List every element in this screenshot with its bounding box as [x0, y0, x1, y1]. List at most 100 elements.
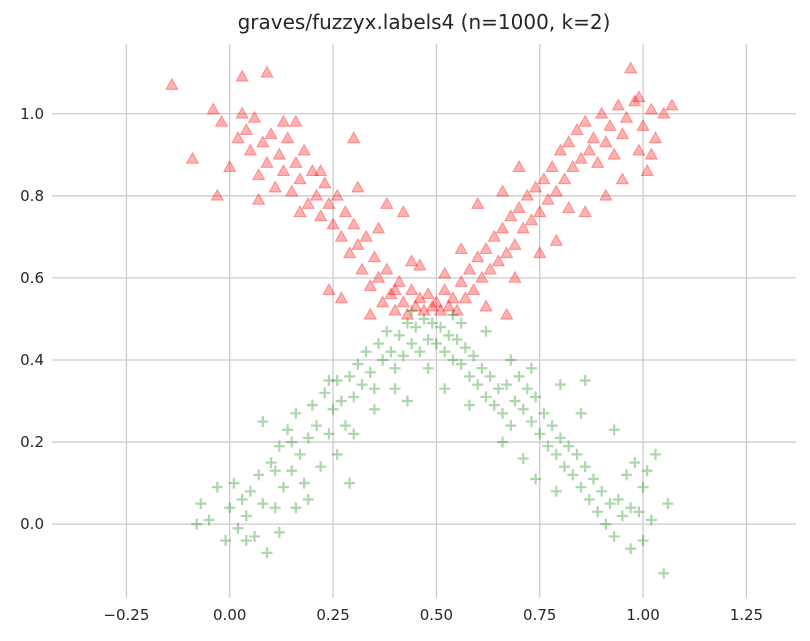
triangle-point [342, 246, 357, 259]
triangle-point [334, 291, 349, 304]
triangle-point [561, 135, 576, 148]
plus-point [521, 383, 533, 395]
plus-point [497, 436, 509, 448]
triangle-point [392, 274, 406, 287]
triangle-point [557, 172, 572, 185]
triangle-point [470, 250, 485, 263]
grid-layer [52, 44, 796, 598]
plus-point [505, 420, 517, 432]
plus-point [368, 403, 380, 415]
triangle-point [611, 98, 626, 111]
triangle-point [491, 254, 506, 267]
plus-point [468, 350, 480, 362]
triangle-point [185, 151, 200, 164]
triangle-point [264, 127, 278, 140]
plus-point [550, 485, 562, 497]
plus-point [302, 494, 314, 506]
triangle-point [206, 102, 220, 115]
plus-point [579, 461, 591, 473]
triangle-point [268, 180, 282, 193]
triangle-point [512, 200, 526, 213]
plus-point [389, 383, 401, 395]
data-layer [165, 61, 679, 579]
plus-point [360, 346, 372, 358]
plus-point [463, 399, 475, 411]
plus-point [331, 375, 343, 387]
triangle-point [561, 200, 576, 213]
plus-point [290, 407, 302, 419]
plus-point [406, 338, 418, 350]
triangle-point [363, 278, 378, 291]
triangle-point [235, 106, 249, 119]
triangle-point [648, 131, 663, 144]
triangle-point [359, 229, 373, 242]
plus-point [401, 395, 413, 407]
plus-point [286, 465, 298, 477]
plus-point [538, 407, 550, 419]
triangle-point [516, 221, 530, 234]
triangle-point [305, 163, 320, 177]
triangle-point [276, 114, 291, 127]
triangle-point [520, 188, 535, 201]
plus-point [290, 502, 302, 514]
plus-point [418, 313, 430, 325]
plus-point [567, 469, 579, 481]
plus-point [476, 362, 488, 374]
triangle-point [346, 217, 361, 230]
plus-point [447, 309, 459, 321]
plus-point [662, 498, 674, 510]
triangle-point [483, 262, 497, 275]
plus-point [377, 354, 389, 366]
triangle-point [532, 246, 547, 259]
triangle-point [367, 250, 382, 263]
plus-point [497, 407, 509, 419]
x-tick-label: 1.25 [730, 606, 763, 624]
plus-point [232, 522, 244, 534]
triangle-point [214, 114, 229, 127]
triangle-point [508, 237, 522, 250]
plus-point [240, 510, 252, 522]
triangle-point [256, 135, 270, 148]
triangle-point [495, 221, 510, 234]
triangle-point [541, 192, 555, 205]
plus-point [282, 424, 294, 436]
triangle-point [458, 291, 473, 304]
plus-point [339, 420, 351, 432]
y-tick-label: 1.0 [20, 105, 44, 123]
plus-point [273, 526, 285, 538]
plus-point [306, 399, 318, 411]
plus-point [286, 436, 298, 448]
plus-point [323, 428, 335, 440]
triangle-point [487, 229, 502, 242]
plus-point [203, 514, 215, 526]
triangle-point [235, 69, 249, 82]
plus-point [530, 391, 542, 403]
triangle-point [210, 188, 225, 201]
plus-point [244, 485, 256, 497]
triangle-point [309, 188, 324, 201]
triangle-point [421, 287, 435, 300]
triangle-point [454, 241, 468, 255]
triangle-point [499, 307, 514, 320]
triangle-point [289, 155, 303, 168]
triangle-point [528, 180, 543, 193]
plus-point [625, 502, 637, 514]
plus-point [554, 432, 566, 444]
plus-point [645, 514, 657, 526]
triangle-point [297, 143, 311, 156]
plus-point [430, 338, 442, 350]
triangle-point [396, 295, 411, 308]
triangle-point [371, 221, 386, 234]
plus-point [596, 485, 608, 497]
triangle-point [437, 266, 452, 279]
triangle-point [433, 303, 448, 316]
plus-point [389, 362, 401, 374]
triangle-point [566, 159, 580, 172]
plus-point [311, 420, 323, 432]
triangle-point [607, 147, 621, 160]
plus-point [323, 375, 335, 387]
triangle-point [586, 131, 601, 144]
plus-point [344, 477, 356, 489]
plus-point [249, 530, 261, 542]
